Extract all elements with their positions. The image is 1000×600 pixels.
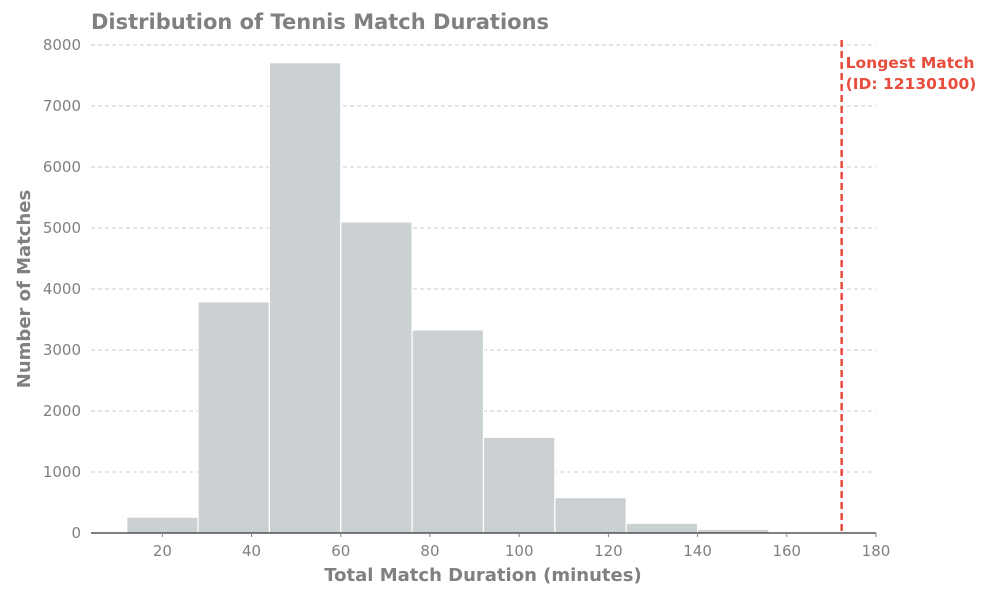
- y-axis-label: Number of Matches: [14, 190, 35, 388]
- x-axis-label: Total Match Duration (minutes): [324, 565, 641, 586]
- x-tick-label: 180: [862, 542, 891, 560]
- y-tick-label: 0: [71, 524, 81, 542]
- y-tick-label: 1000: [43, 463, 81, 481]
- longest-match-marker: Longest Match (ID: 12130100): [840, 40, 977, 533]
- histogram-bar: [554, 497, 627, 534]
- x-tick-label: 20: [153, 542, 172, 560]
- x-tick-label: 100: [505, 542, 534, 560]
- y-tick-labels: 0 1000 2000 3000 4000 5000 6000 7000 8000: [43, 36, 81, 542]
- y-tick-label: 2000: [43, 402, 81, 420]
- y-tick-label: 4000: [43, 280, 81, 298]
- histogram-bar: [482, 436, 556, 534]
- x-tick-label: 160: [772, 542, 801, 560]
- x-tick-labels: 20 40 60 80 100 120 140 160 180: [153, 533, 891, 560]
- histogram-bars: [126, 62, 841, 534]
- histogram-bar: [126, 516, 199, 534]
- histogram-bar: [696, 528, 770, 534]
- y-tick-label: 3000: [43, 341, 81, 359]
- histogram-bar: [340, 221, 413, 534]
- x-tick-label: 60: [331, 542, 350, 560]
- histogram-bar: [411, 329, 485, 534]
- annotation-line-1: Longest Match: [846, 54, 975, 72]
- x-tick-label: 140: [683, 542, 712, 560]
- histogram-bar: [268, 62, 342, 534]
- x-tick-label: 120: [594, 542, 623, 560]
- y-tick-label: 6000: [43, 158, 81, 176]
- histogram-bar: [625, 522, 699, 534]
- x-tick-label: 40: [242, 542, 261, 560]
- histogram-bar: [197, 301, 271, 534]
- chart-title: Distribution of Tennis Match Durations: [91, 10, 550, 34]
- y-tick-label: 5000: [43, 219, 81, 237]
- y-tick-label: 7000: [43, 97, 81, 115]
- x-tick-label: 80: [420, 542, 439, 560]
- annotation-line-2: (ID: 12130100): [846, 75, 977, 93]
- y-tick-label: 8000: [43, 36, 81, 54]
